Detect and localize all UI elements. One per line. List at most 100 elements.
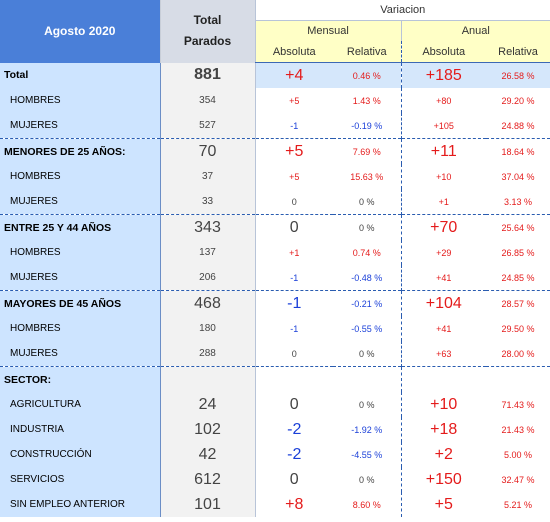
mensual-relativa-cell: 0.74 % — [352, 247, 381, 258]
anual-header: Anual — [400, 20, 550, 41]
row-label: SIN EMPLEO ANTERIOR — [0, 492, 161, 517]
table-body: Total 881 +4 0.46 % +185 26.58 % HOMBRES 354 +5 1… — [0, 62, 550, 517]
mensual-relativa-cell: -0.19 % — [351, 120, 383, 131]
row-label: HOMBRES — [0, 88, 161, 113]
mensual-relativa-cell: 0 % — [358, 348, 375, 359]
anual-relativa-cell: 26.58 % — [486, 62, 550, 88]
mensual-relativa-cell: 0 % — [333, 214, 401, 240]
row-label: MUJERES — [0, 265, 161, 291]
anual-relativa-header: Relativa — [486, 41, 550, 63]
mensual-relativa-cell: 0 % — [358, 399, 375, 410]
table-row: HOMBRES 180 -1 -0.55 % +41 29.50 % — [0, 316, 550, 341]
row-label: AGRICULTURA — [0, 392, 161, 417]
mensual-relativa-cell: 0.46 % — [333, 62, 401, 88]
table-row: SIN EMPLEO ANTERIOR 101 +8 8.60 % +5 5.21 % — [0, 492, 550, 517]
table-row: AGRICULTURA 24 0 0 % +10 71.43 % — [0, 392, 550, 417]
total-parados-cell: 37 — [160, 164, 255, 189]
total-parados-cell: 33 — [160, 189, 255, 215]
mensual-relativa-cell: -0.21 % — [333, 290, 401, 316]
total-parados-cell: 612 — [160, 467, 255, 492]
total-parados-cell: 102 — [160, 417, 255, 442]
anual-relativa-cell: 32.47 % — [501, 474, 535, 485]
mensual-absoluta-cell: +5 — [254, 138, 333, 164]
total-parados-cell: 527 — [160, 113, 255, 139]
mensual-absoluta-cell: -2 — [254, 442, 333, 467]
mensual-absoluta-cell — [254, 366, 333, 392]
table-row: HOMBRES 354 +5 1.43 % +80 29.20 % — [0, 88, 550, 113]
anual-absoluta-cell: +11 — [400, 138, 486, 164]
anual-absoluta-cell: +10 — [400, 392, 486, 417]
anual-absoluta-cell: +5 — [400, 492, 486, 517]
mensual-absoluta-cell: -1 — [254, 316, 333, 341]
mensual-absoluta-cell: +5 — [254, 88, 333, 113]
anual-absoluta-cell: +105 — [400, 113, 486, 139]
anual-absoluta-cell: +150 — [400, 467, 486, 492]
mensual-relativa-cell: 0 % — [358, 196, 375, 207]
anual-relativa-cell: 25.64 % — [486, 214, 550, 240]
table-row: CONSTRUCCIÓN 42 -2 -4.55 % +2 5.00 % — [0, 442, 550, 467]
anual-relativa-cell: 24.85 % — [501, 272, 535, 283]
total-parados-cell: 137 — [160, 240, 255, 265]
mensual-relativa-cell: -0.48 % — [351, 272, 383, 283]
mensual-relativa-cell: -4.55 % — [351, 449, 383, 460]
table-row: SERVICIOS 612 0 0 % +150 32.47 % — [0, 467, 550, 492]
anual-absoluta-header: Absoluta — [400, 41, 486, 63]
anual-absoluta-cell: +63 — [400, 341, 486, 367]
row-label: ENTRE 25 Y 44 AÑOS — [0, 214, 161, 240]
anual-absoluta-cell: +18 — [400, 417, 486, 442]
total-parados-cell: 70 — [160, 138, 255, 164]
total-parados-cell: 288 — [160, 341, 255, 367]
row-label: SERVICIOS — [0, 467, 161, 492]
total-parados-cell: 468 — [160, 290, 255, 316]
total-row: Total 881 +4 0.46 % +185 26.58 % — [0, 62, 550, 88]
anual-relativa-cell: 24.88 % — [501, 120, 535, 131]
row-label: INDUSTRIA — [0, 417, 161, 442]
total-parados-cell — [160, 366, 255, 392]
total-parados-cell: 101 — [160, 492, 255, 517]
group-row: SECTOR: — [0, 366, 550, 392]
total-parados-cell: 881 — [160, 62, 255, 88]
total-parados-cell: 180 — [160, 316, 255, 341]
group-row: MENORES DE 25 AÑOS: 70 +5 7.69 % +11 18.64 % — [0, 138, 550, 164]
mensual-header: Mensual — [254, 20, 401, 41]
anual-relativa-cell: 28.00 % — [501, 348, 535, 359]
anual-absoluta-cell: +2 — [400, 442, 486, 467]
mensual-absoluta-cell: -1 — [254, 290, 333, 316]
anual-absoluta-cell: +80 — [400, 88, 486, 113]
anual-relativa-cell — [486, 366, 550, 392]
anual-relativa-cell: 21.43 % — [501, 424, 535, 435]
total-header-line1: Total — [193, 13, 222, 28]
mensual-relativa-header: Relativa — [333, 41, 401, 63]
row-label: MENORES DE 25 AÑOS: — [0, 138, 161, 164]
anual-relativa-cell: 71.43 % — [501, 399, 535, 410]
total-parados-cell: 343 — [160, 214, 255, 240]
anual-absoluta-cell: +10 — [400, 164, 486, 189]
total-parados-cell: 42 — [160, 442, 255, 467]
anual-relativa-cell: 37.04 % — [501, 171, 535, 182]
anual-absoluta-cell: +1 — [400, 189, 486, 215]
row-label: HOMBRES — [0, 316, 161, 341]
row-label: CONSTRUCCIÓN — [0, 442, 161, 467]
table-row: HOMBRES 137 +1 0.74 % +29 26.85 % — [0, 240, 550, 265]
table-row: MUJERES 288 0 0 % +63 28.00 % — [0, 341, 550, 367]
mensual-absoluta-cell: 0 — [254, 467, 333, 492]
mensual-absoluta-cell: 0 — [254, 392, 333, 417]
row-label: MUJERES — [0, 113, 161, 139]
total-parados-cell: 354 — [160, 88, 255, 113]
anual-absoluta-cell: +70 — [400, 214, 486, 240]
mensual-relativa-cell: -1.92 % — [351, 424, 383, 435]
anual-relativa-cell: 26.85 % — [501, 247, 535, 258]
table-row: MUJERES 206 -1 -0.48 % +41 24.85 % — [0, 265, 550, 291]
anual-relativa-cell: 5.00 % — [504, 449, 533, 460]
mensual-relativa-cell: 0 % — [358, 474, 375, 485]
mensual-relativa-cell: 1.43 % — [352, 95, 381, 106]
anual-absoluta-cell: +185 — [400, 62, 486, 88]
total-header-line2: Parados — [183, 34, 232, 49]
mensual-absoluta-cell: 0 — [254, 214, 333, 240]
anual-absoluta-cell: +29 — [400, 240, 486, 265]
mensual-absoluta-cell: -1 — [254, 265, 333, 291]
row-label: MAYORES DE 45 AÑOS — [0, 290, 161, 316]
mensual-absoluta-cell: 0 — [254, 341, 333, 367]
month-header: Agosto 2020 — [0, 0, 161, 63]
mensual-relativa-cell: 7.69 % — [333, 138, 401, 164]
